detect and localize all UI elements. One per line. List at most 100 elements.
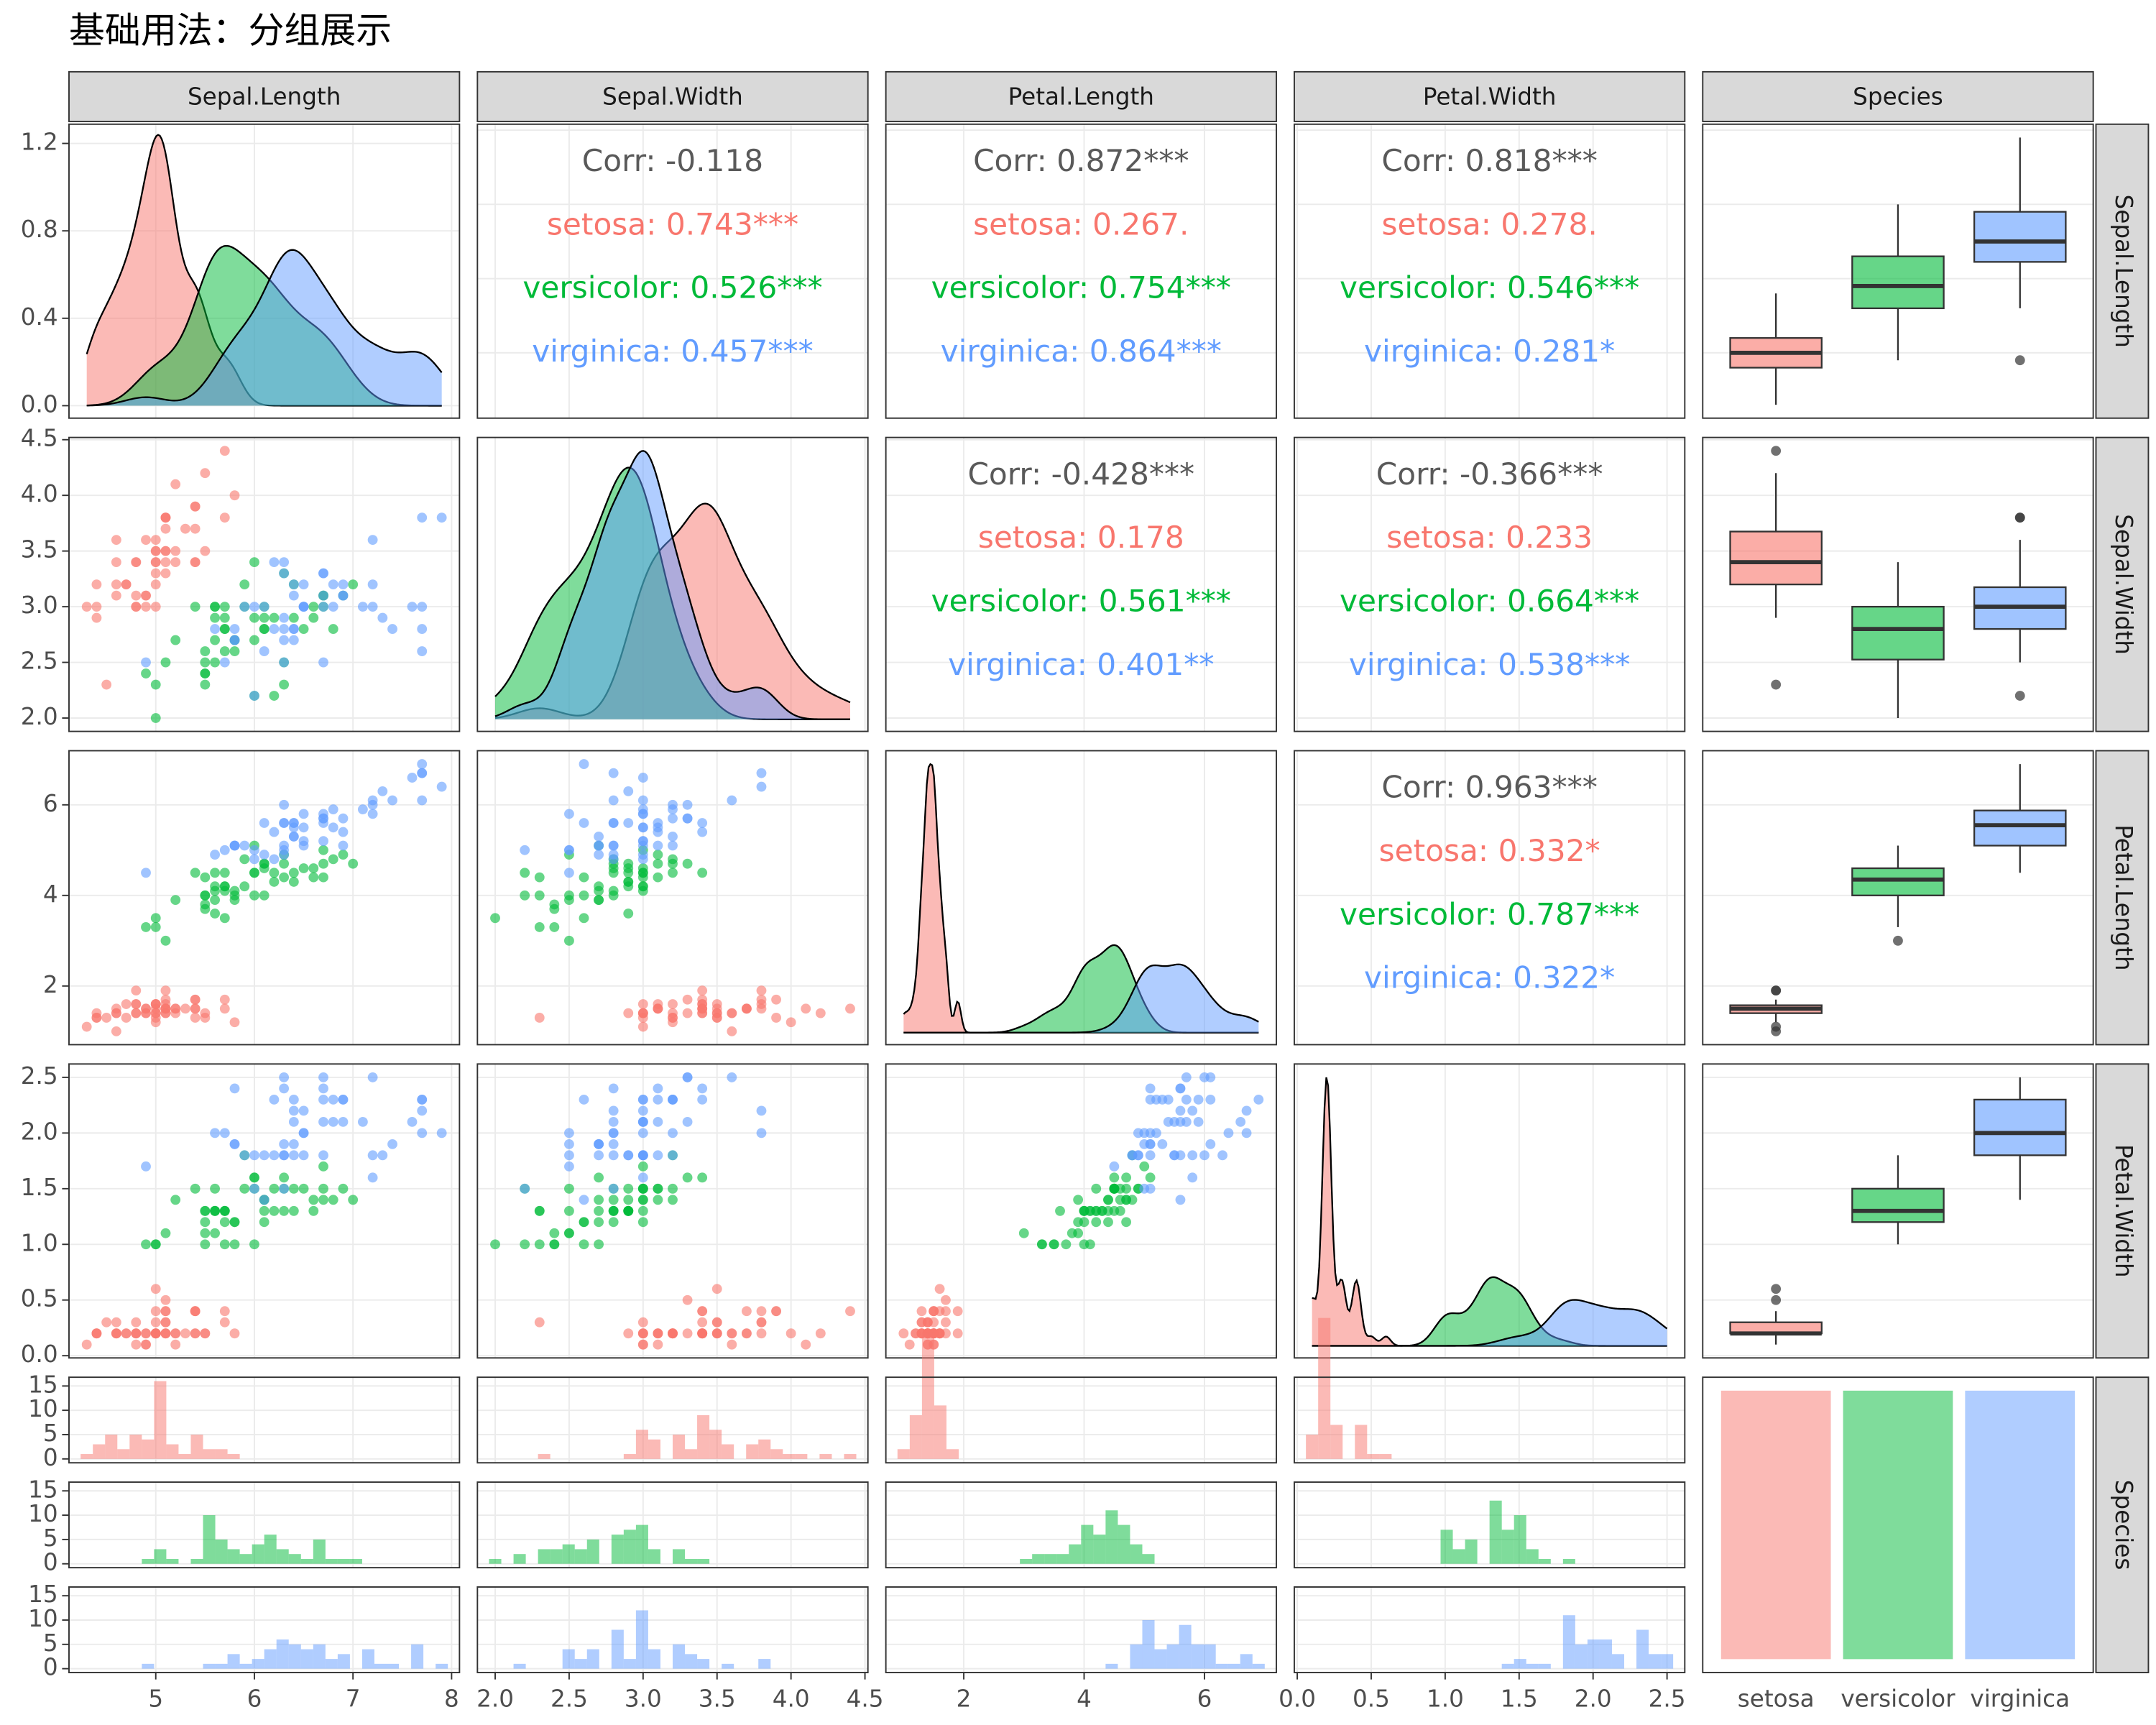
density-line: [1312, 1299, 1668, 1347]
y-tick-label: 0.4: [21, 303, 58, 331]
scatter-point: [637, 773, 648, 783]
y-tick-label: 0.0: [21, 390, 58, 418]
scatter-point: [786, 1017, 796, 1028]
histogram-bar: [623, 1454, 636, 1459]
scatter-point: [608, 1128, 619, 1138]
histogram-bar: [550, 1549, 563, 1564]
scatter-point: [111, 557, 121, 568]
y-tick-label: 15: [28, 1371, 58, 1398]
count-bar: [1720, 1390, 1831, 1660]
histogram-bar: [313, 1644, 326, 1669]
scatter-point: [210, 895, 220, 906]
scatter-point: [534, 890, 545, 901]
scatter-point: [653, 1195, 663, 1205]
histogram-bar: [142, 1663, 155, 1669]
scatter-point: [288, 1183, 299, 1194]
histogram-bar: [129, 1434, 142, 1459]
scatter-point: [160, 568, 171, 579]
scatter-point: [190, 1003, 201, 1014]
scatter-point: [150, 1306, 161, 1317]
scatter-point: [579, 872, 589, 883]
scatter-point: [520, 1239, 530, 1250]
scatter-point: [279, 1205, 290, 1216]
scatter-point: [711, 1284, 722, 1294]
scatter-point: [101, 1317, 112, 1328]
y-tick-label: 6: [43, 790, 58, 817]
y-tick-label: 5: [43, 1420, 58, 1447]
histogram-bar: [203, 1449, 216, 1459]
histogram-bar: [166, 1444, 179, 1459]
scatter-point: [298, 624, 309, 634]
scatter-point: [668, 1094, 678, 1105]
scatter-point: [200, 1205, 211, 1216]
panel-border: [885, 436, 1277, 732]
scatter-point: [668, 1008, 678, 1018]
scatter-point: [653, 872, 663, 883]
scatter-point: [318, 813, 328, 824]
panel-border: [885, 1376, 1277, 1464]
histogram-bar: [513, 1663, 526, 1669]
scatter-point: [1205, 1072, 1216, 1082]
scatter-point: [200, 1217, 211, 1228]
histogram-bar: [722, 1444, 734, 1459]
scatter-point: [190, 523, 201, 534]
scatter-point: [608, 795, 619, 806]
scatter-point: [564, 868, 574, 878]
scatter-point: [160, 523, 171, 534]
scatter-point: [279, 845, 290, 855]
scatter-point: [1115, 1195, 1125, 1205]
scatter-point: [288, 868, 299, 878]
scatter-point: [727, 795, 737, 806]
strip-label: Petal.Width: [1423, 83, 1557, 110]
scatter-point: [318, 568, 328, 579]
scatter-point: [308, 1205, 319, 1216]
scatter-point: [377, 612, 388, 623]
scatter-point: [318, 590, 328, 601]
histogram-bar: [586, 1539, 599, 1564]
correlation-label: Corr: -0.428***: [967, 456, 1194, 492]
scatter-point: [608, 818, 619, 828]
scatter-point: [121, 579, 132, 590]
panel-border: [1702, 436, 2094, 732]
scatter-point: [259, 646, 270, 656]
scatter-point: [727, 1328, 737, 1339]
scatter-point: [121, 1013, 132, 1023]
scatter-point: [318, 1161, 328, 1172]
scatter-point: [367, 602, 378, 612]
scatter-point: [219, 1306, 230, 1317]
scatter-point: [229, 890, 240, 901]
scatter-point: [160, 985, 171, 996]
scatter-point: [417, 759, 428, 769]
scatter-point: [623, 786, 634, 796]
histogram-bar: [1166, 1644, 1179, 1669]
histogram-bar: [746, 1444, 759, 1459]
scatter-point: [727, 1339, 737, 1350]
correlation-label: Corr: 0.963***: [1381, 770, 1598, 805]
scatter-point: [111, 1328, 121, 1339]
scatter-point: [318, 836, 328, 847]
scatter-point: [239, 881, 250, 892]
density-line: [903, 963, 1259, 1034]
scatter-point: [150, 535, 161, 546]
histogram-bar: [1318, 1317, 1331, 1459]
correlation-label: virginica: 0.538***: [1349, 647, 1630, 682]
panel-border: [68, 436, 461, 732]
scatter-point: [549, 1228, 560, 1238]
histogram-bar: [93, 1444, 106, 1459]
scatter-point: [180, 523, 190, 534]
scatter-point: [131, 1328, 142, 1339]
scatter-point: [711, 1317, 722, 1328]
correlation-label: versicolor: 0.754***: [931, 270, 1231, 305]
histogram-bar: [685, 1449, 698, 1459]
strip-label: Petal.Length: [2110, 824, 2137, 970]
scatter-point: [141, 602, 151, 612]
scatter-point: [229, 624, 240, 634]
scatter-point: [1109, 1172, 1120, 1183]
scatter-point: [219, 512, 230, 523]
scatter-point: [259, 602, 270, 612]
scatter-point: [594, 1138, 604, 1149]
scatter-point: [308, 612, 319, 623]
scatter-point: [131, 1008, 142, 1018]
scatter-point: [269, 612, 280, 623]
histogram-bar: [300, 1649, 313, 1669]
